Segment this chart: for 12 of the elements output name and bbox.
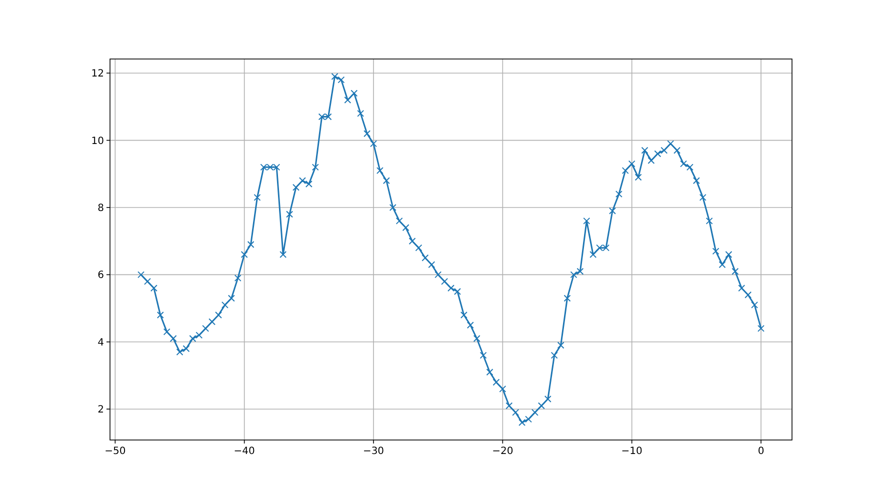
x-tick-label: 0 (758, 446, 764, 457)
y-tick-label: 2 (98, 404, 104, 416)
y-tick-label: 6 (98, 270, 104, 282)
y-tick-label: 4 (98, 337, 104, 348)
x-tick-label: −30 (362, 446, 384, 457)
y-tick-label: 8 (98, 203, 104, 214)
x-tick-label: −20 (492, 446, 514, 457)
x-tick-label: −10 (621, 446, 642, 457)
x-tick-label: −40 (234, 446, 255, 457)
y-tick-label: 10 (91, 136, 104, 147)
x-tick-label: −50 (104, 446, 126, 457)
y-tick-label: 12 (91, 68, 104, 80)
